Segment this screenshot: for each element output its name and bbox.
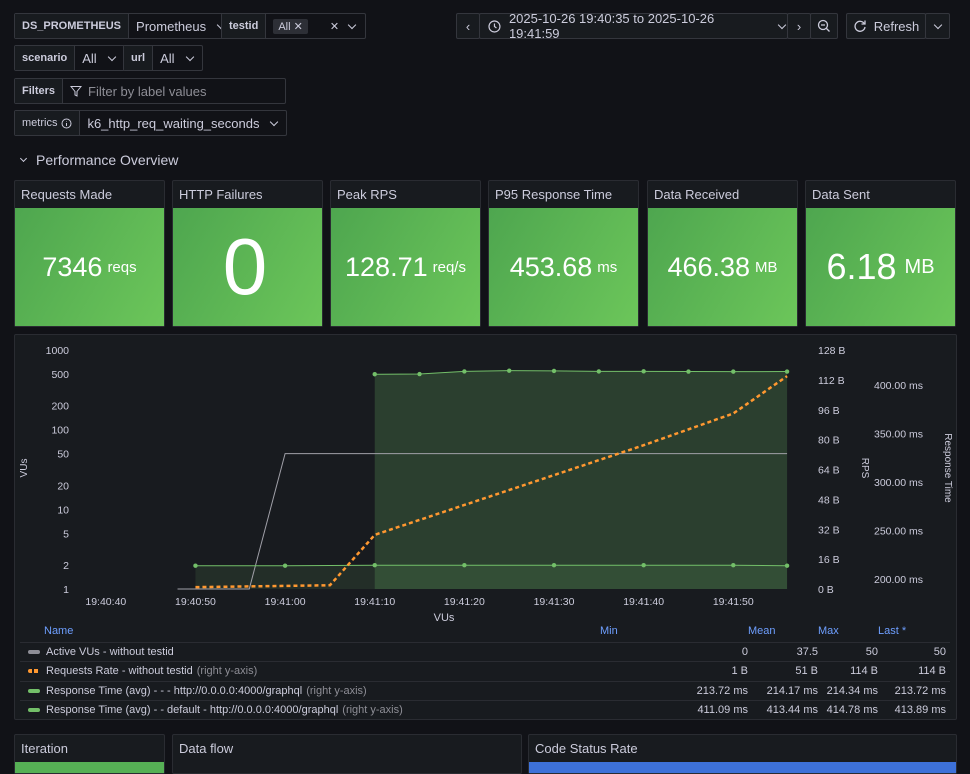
code-status-title: Code Status Rate	[535, 741, 638, 756]
x-axis-label: VUs	[434, 612, 455, 624]
y-rps-tick-label: 112 B	[818, 375, 845, 387]
response-time-point	[552, 563, 556, 567]
legend-row[interactable]: Active VUs - without testid 0 37.5 50 50	[20, 642, 950, 661]
legend-header: Name Min Mean Max Last *	[20, 625, 950, 639]
legend-header-last[interactable]: Last *	[878, 625, 946, 639]
response-time-area	[195, 565, 787, 589]
y-left-tick-label: 20	[57, 480, 69, 492]
response-time-point	[373, 563, 377, 567]
y-left-tick-label: 500	[51, 369, 69, 381]
response-time-point	[785, 369, 789, 373]
series-swatch	[28, 689, 40, 693]
legend-last: 213.72 ms	[878, 685, 946, 697]
legend-series-suffix: (right y-axis)	[306, 685, 367, 697]
response-time-point	[193, 563, 197, 567]
legend-max: 214.34 ms	[818, 685, 878, 697]
x-tick-label: 19:41:20	[444, 596, 485, 608]
response-time-point	[552, 369, 556, 373]
y-rps-tick-label: 32 B	[818, 524, 840, 536]
series-swatch	[28, 650, 40, 654]
response-time-point	[373, 372, 377, 376]
response-time-point	[597, 369, 601, 373]
legend-last: 50	[878, 646, 946, 658]
legend-mean: 51 B	[748, 665, 818, 677]
y-left-tick-label: 5	[63, 528, 69, 540]
y-rps-tick-label: 80 B	[818, 435, 840, 447]
legend-last: 413.89 ms	[878, 704, 946, 716]
legend-max: 414.78 ms	[818, 704, 878, 716]
y-left-tick-label: 2	[63, 560, 69, 572]
y-rps-axis-label: RPS	[859, 458, 870, 479]
y-left-tick-label: 1	[63, 584, 69, 596]
y-time-tick-label: 300.00 ms	[874, 477, 923, 489]
legend-row[interactable]: Requests Rate - without testid (right y-…	[20, 661, 950, 680]
y-left-tick-label: 1000	[46, 345, 70, 357]
y-time-tick-label: 350.00 ms	[874, 429, 923, 441]
legend-max: 50	[818, 646, 878, 658]
y-left-tick-label: 100	[51, 425, 69, 437]
x-tick-label: 19:41:50	[713, 596, 754, 608]
y-left-axis-label: VUs	[19, 459, 30, 478]
legend-mean: 214.17 ms	[748, 685, 818, 697]
data-flow-panel: Data flow	[172, 734, 522, 774]
legend-min: 1 B	[600, 665, 748, 677]
response-time-point	[283, 563, 287, 567]
y-rps-tick-label: 96 B	[818, 405, 840, 417]
response-time-point	[507, 368, 511, 372]
y-time-tick-label: 200.00 ms	[874, 574, 923, 586]
x-tick-label: 19:41:10	[354, 596, 395, 608]
series-swatch	[28, 708, 40, 712]
legend-min: 213.72 ms	[600, 685, 748, 697]
legend-series-suffix: (right y-axis)	[197, 665, 258, 677]
response-time-default-area	[375, 371, 787, 589]
iteration-panel: Iteration	[14, 734, 165, 774]
y-rps-tick-label: 64 B	[818, 465, 840, 477]
x-tick-label: 19:40:40	[85, 596, 126, 608]
legend-series-name: Requests Rate - without testid	[46, 665, 193, 677]
response-time-point	[462, 369, 466, 373]
x-tick-label: 19:40:50	[175, 596, 216, 608]
legend-header-min[interactable]: Min	[600, 625, 748, 639]
legend-header-name[interactable]: Name	[20, 625, 600, 639]
x-tick-label: 19:41:40	[623, 596, 664, 608]
y-rps-tick-label: 0 B	[818, 584, 834, 596]
legend-row[interactable]: Response Time (avg) - - - http://0.0.0.0…	[20, 681, 950, 700]
legend-series-name: Response Time (avg) - - - http://0.0.0.0…	[46, 685, 302, 697]
code-status-panel: Code Status Rate	[528, 734, 957, 774]
response-time-point	[731, 563, 735, 567]
y-rps-tick-label: 128 B	[818, 345, 845, 357]
response-time-point	[731, 369, 735, 373]
y-time-tick-label: 400.00 ms	[874, 380, 923, 392]
legend-min: 0	[600, 646, 748, 658]
response-time-point	[686, 369, 690, 373]
legend-max: 114 B	[818, 665, 878, 677]
y-left-tick-label: 10	[57, 504, 69, 516]
response-time-point	[641, 369, 645, 373]
y-rps-tick-label: 48 B	[818, 494, 840, 506]
y-time-axis-label: Response Time	[942, 433, 953, 503]
response-time-point	[462, 563, 466, 567]
y-left-tick-label: 200	[51, 401, 69, 413]
legend-header-max[interactable]: Max	[818, 625, 878, 639]
x-tick-label: 19:41:30	[534, 596, 575, 608]
x-tick-label: 19:41:00	[265, 596, 306, 608]
legend-mean: 37.5	[748, 646, 818, 658]
legend-mean: 413.44 ms	[748, 704, 818, 716]
legend-min: 411.09 ms	[600, 704, 748, 716]
legend-series-name: Response Time (avg) - - default - http:/…	[46, 704, 338, 716]
iteration-title: Iteration	[21, 741, 68, 756]
response-time-point	[417, 372, 421, 376]
y-rps-tick-label: 16 B	[818, 554, 840, 566]
legend-header-mean[interactable]: Mean	[748, 625, 818, 639]
legend-last: 114 B	[878, 665, 946, 677]
legend-series-name: Active VUs - without testid	[46, 646, 174, 658]
y-time-tick-label: 250.00 ms	[874, 526, 923, 538]
response-time-point	[641, 563, 645, 567]
response-time-point	[785, 563, 789, 567]
legend-series-suffix: (right y-axis)	[342, 704, 403, 716]
y-left-tick-label: 50	[57, 449, 69, 461]
series-swatch	[28, 669, 40, 673]
data-flow-title: Data flow	[179, 741, 233, 756]
legend-row[interactable]: Response Time (avg) - - default - http:/…	[20, 700, 950, 719]
